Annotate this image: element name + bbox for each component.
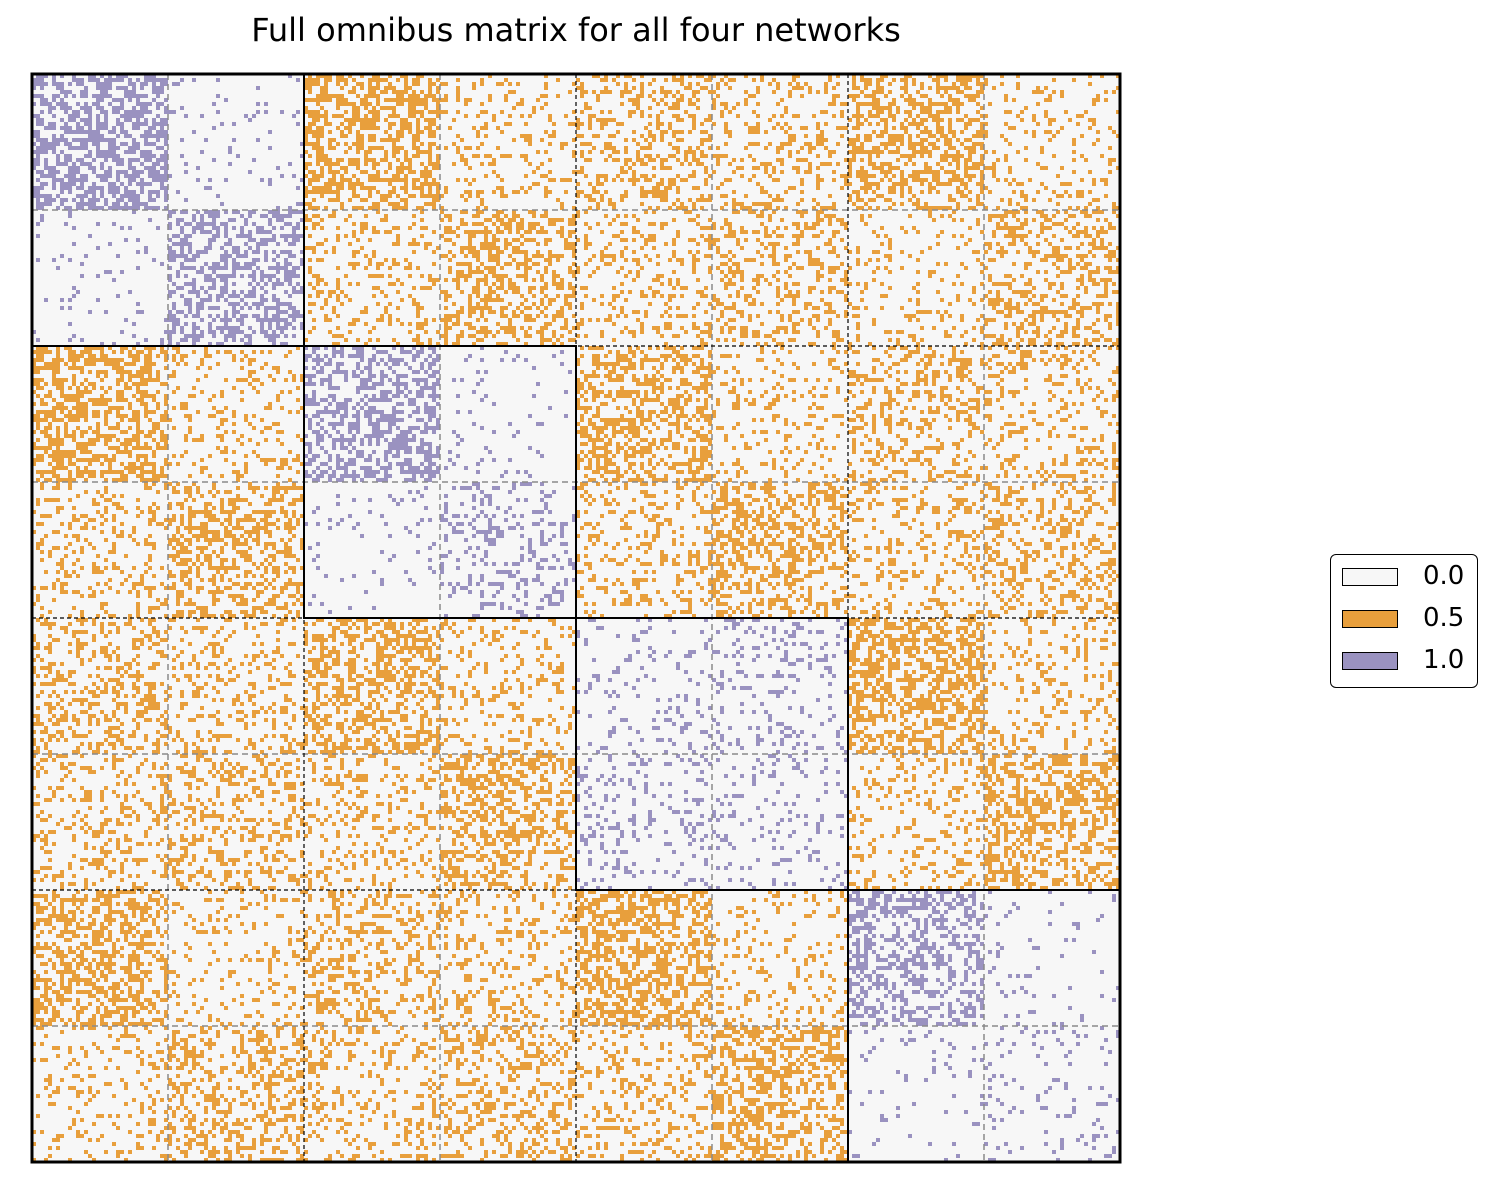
legend: 0.0 0.5 1.0 bbox=[1330, 554, 1478, 688]
legend-item: 1.0 bbox=[1331, 645, 1477, 691]
legend-item: 0.5 bbox=[1331, 603, 1477, 649]
legend-swatch bbox=[1342, 568, 1398, 586]
legend-label: 0.0 bbox=[1423, 561, 1465, 591]
legend-swatch bbox=[1342, 652, 1398, 670]
legend-item: 0.0 bbox=[1331, 561, 1477, 607]
omnibus-heatmap bbox=[32, 74, 1120, 1162]
legend-swatch bbox=[1342, 610, 1398, 628]
chart-title: Full omnibus matrix for all four network… bbox=[251, 11, 901, 49]
legend-label: 0.5 bbox=[1423, 603, 1465, 633]
legend-label: 1.0 bbox=[1423, 645, 1465, 675]
